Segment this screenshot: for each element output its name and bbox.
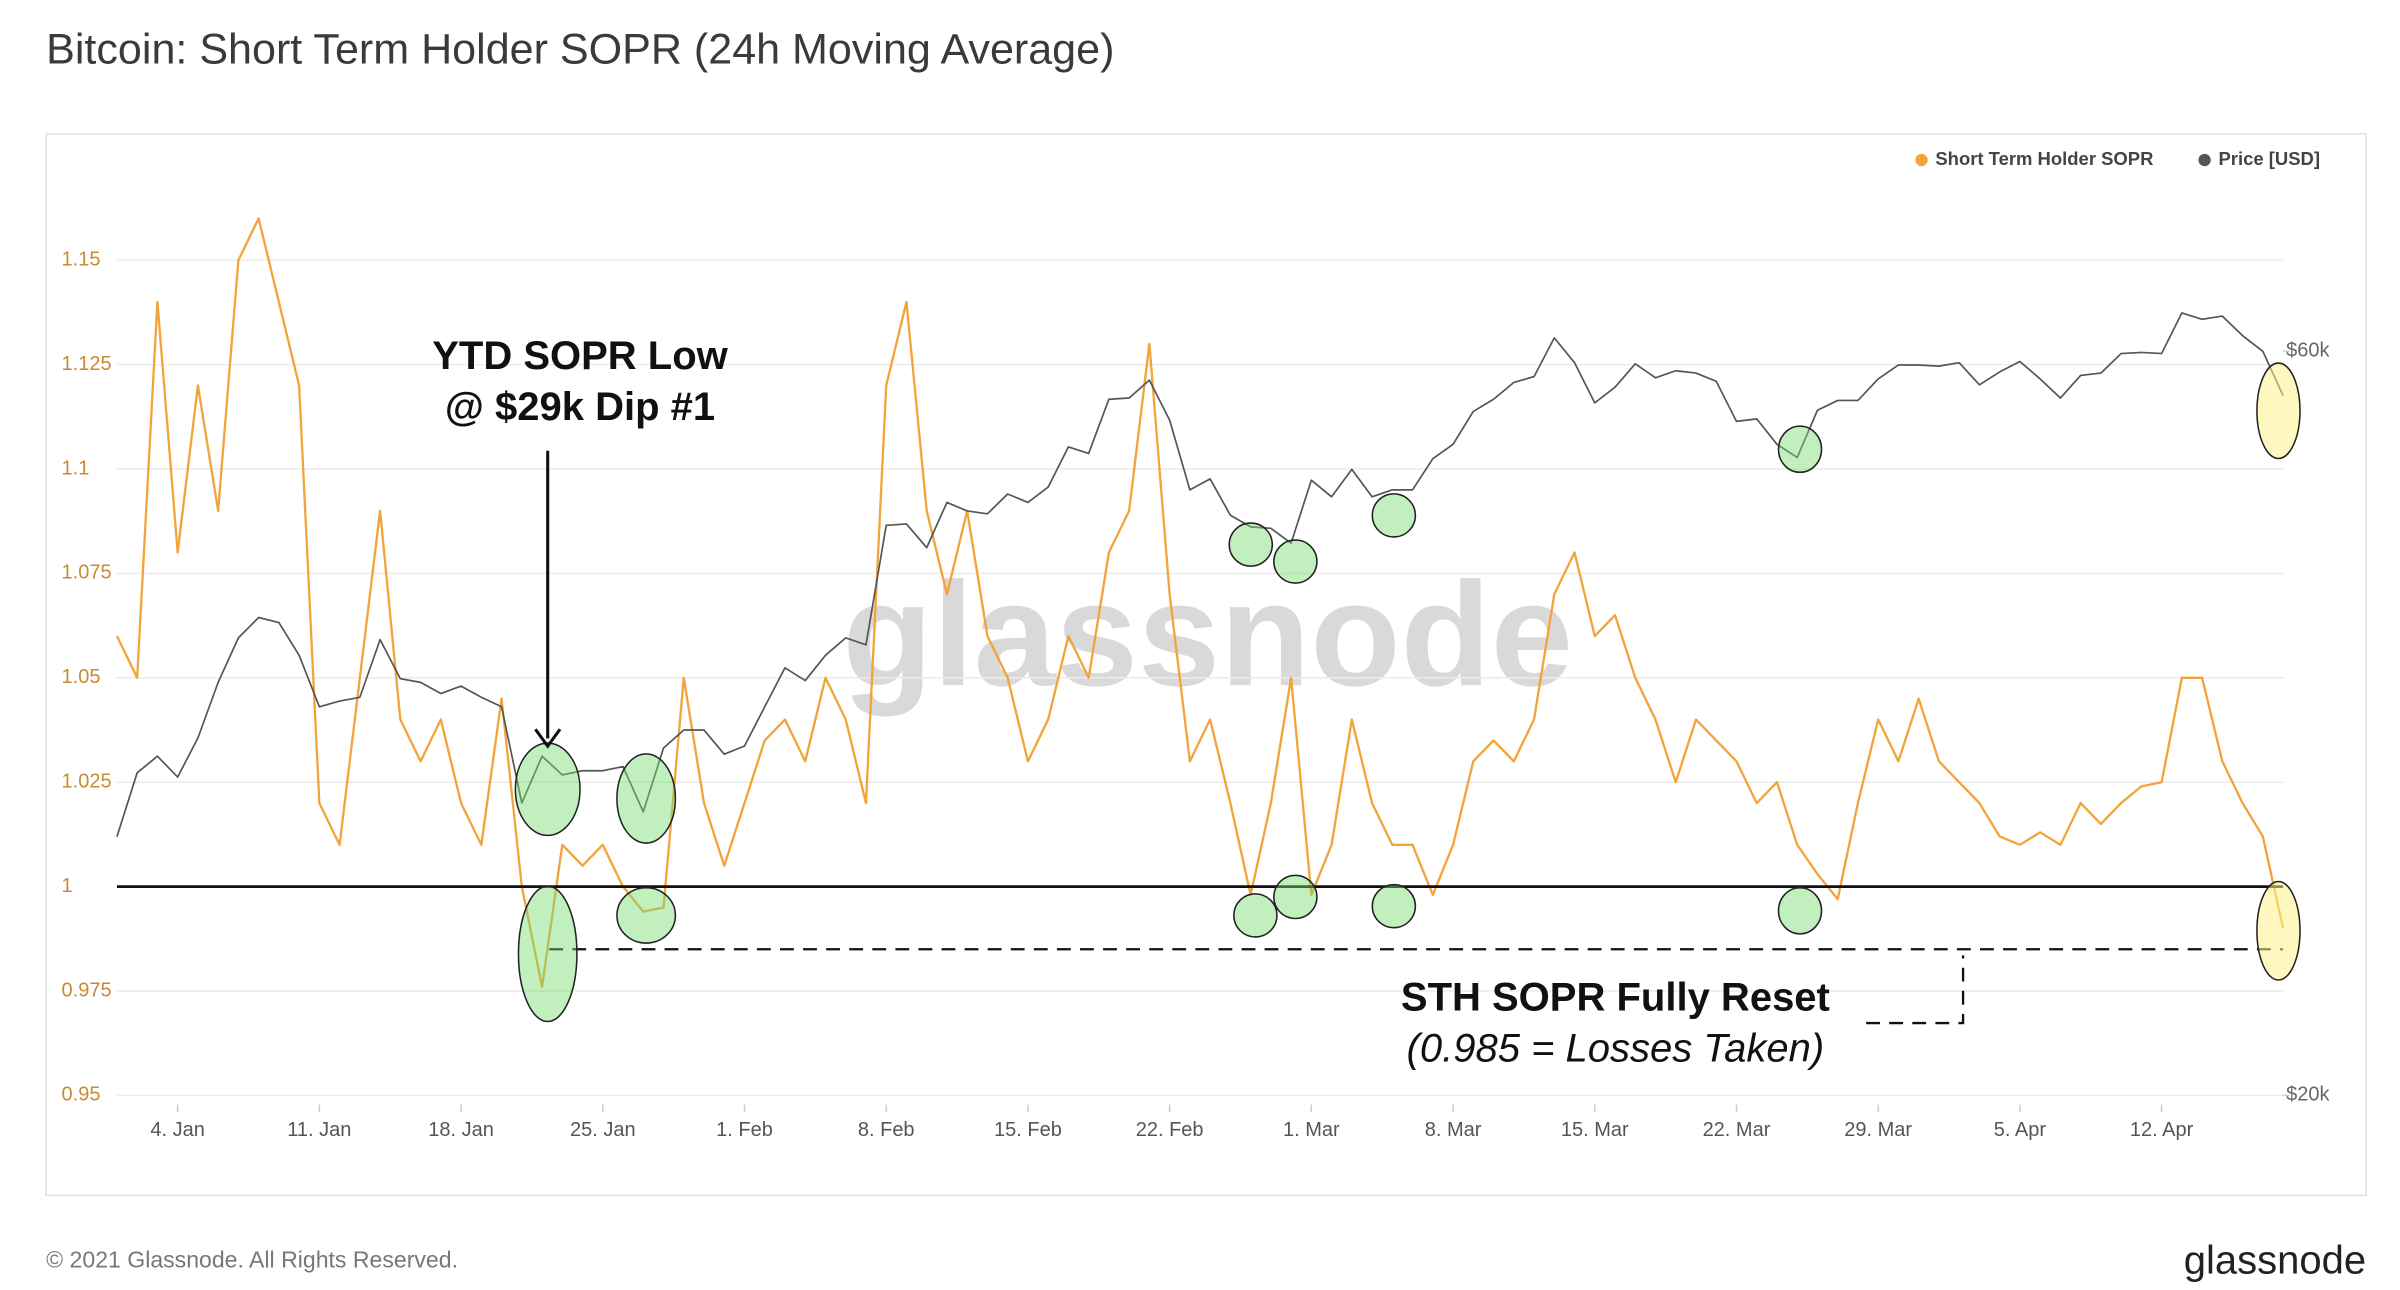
logo: glassnode: [2184, 1239, 2366, 1283]
highlights: [514, 362, 2301, 1023]
series-line: [115, 217, 2285, 988]
x-tick-label: 1. Mar: [1283, 1119, 1340, 1141]
x-tick-label: 5. Apr: [1994, 1119, 2047, 1141]
x-tick-label: 15. Feb: [994, 1119, 1062, 1141]
x-tick-label: 4. Jan: [150, 1119, 204, 1141]
chart-frame: [45, 133, 2367, 1197]
highlight: [1233, 893, 1278, 938]
highlight: [1371, 493, 1417, 538]
highlight: [1273, 539, 1318, 584]
chart-title: Bitcoin: Short Term Holder SOPR (24h Mov…: [46, 26, 1114, 74]
x-tick-label: 22. Feb: [1136, 1119, 1204, 1141]
legend-label: Short Term Holder SOPR: [1935, 148, 2153, 169]
x-tick-label: 11. Jan: [287, 1119, 351, 1141]
highlight: [1777, 425, 1823, 474]
annotation: YTD SOPR Low: [432, 334, 728, 378]
x-tick-label: 8. Feb: [858, 1119, 915, 1141]
highlight: [517, 885, 578, 1023]
highlight: [2256, 880, 2301, 981]
y2-tick-label: $60k: [2286, 340, 2330, 362]
annotation: (0.985 = Losses Taken): [1407, 1026, 1825, 1070]
highlight: [616, 753, 677, 844]
y-tick-label: 1.125: [62, 353, 112, 375]
x-tick-label: 29. Mar: [1844, 1119, 1912, 1141]
series-line: [116, 312, 2284, 838]
annotation: @ $29k Dip #1: [445, 385, 715, 429]
highlight: [2256, 362, 2301, 460]
footer: © 2021 Glassnode. All Rights Reserved.: [46, 1247, 458, 1273]
highlight: [1273, 874, 1318, 920]
legend-swatch: [1915, 153, 1928, 167]
grid: 0.95 0.975 1 1.025 1.05 1.075 1.1 1.125 1.15 $20k…: [62, 249, 2331, 1142]
x-tick-label: 15. Mar: [1561, 1119, 1629, 1141]
y-tick-label: 1.075: [62, 562, 112, 584]
x-tick-label: 18. Jan: [428, 1119, 494, 1141]
highlight: [1228, 522, 1274, 567]
x-tick-label: 25. Jan: [570, 1119, 636, 1141]
annotation: STH SOPR Fully Reset: [1401, 976, 1830, 1020]
arrow-head: [534, 728, 562, 749]
highlight: [1371, 883, 1417, 929]
y-tick-label: 1.05: [62, 666, 101, 688]
lines: [115, 217, 2285, 988]
highlight: [1777, 886, 1823, 935]
y2-tick-label: $20k: [2286, 1084, 2330, 1106]
x-tick-label: 22. Mar: [1703, 1119, 1771, 1141]
legend-label: Price [USD]: [2218, 148, 2320, 169]
y-tick-label: 1.025: [62, 770, 112, 792]
y-tick-label: 0.95: [62, 1084, 101, 1106]
y-tick-label: 0.975: [62, 979, 112, 1001]
y-tick-label: 1: [62, 875, 73, 897]
highlight: [514, 742, 581, 837]
watermark: glassnode: [842, 552, 1572, 717]
legend-swatch: [2198, 153, 2211, 167]
x-tick-label: 12. Apr: [2130, 1119, 2194, 1141]
x-tick-label: 1. Feb: [716, 1119, 773, 1141]
y-tick-label: 1.1: [62, 457, 90, 479]
bracket: [1866, 955, 1965, 1025]
y-tick-label: 1.15: [62, 249, 101, 271]
highlight: [616, 886, 677, 944]
x-tick-label: 8. Mar: [1425, 1119, 1482, 1141]
